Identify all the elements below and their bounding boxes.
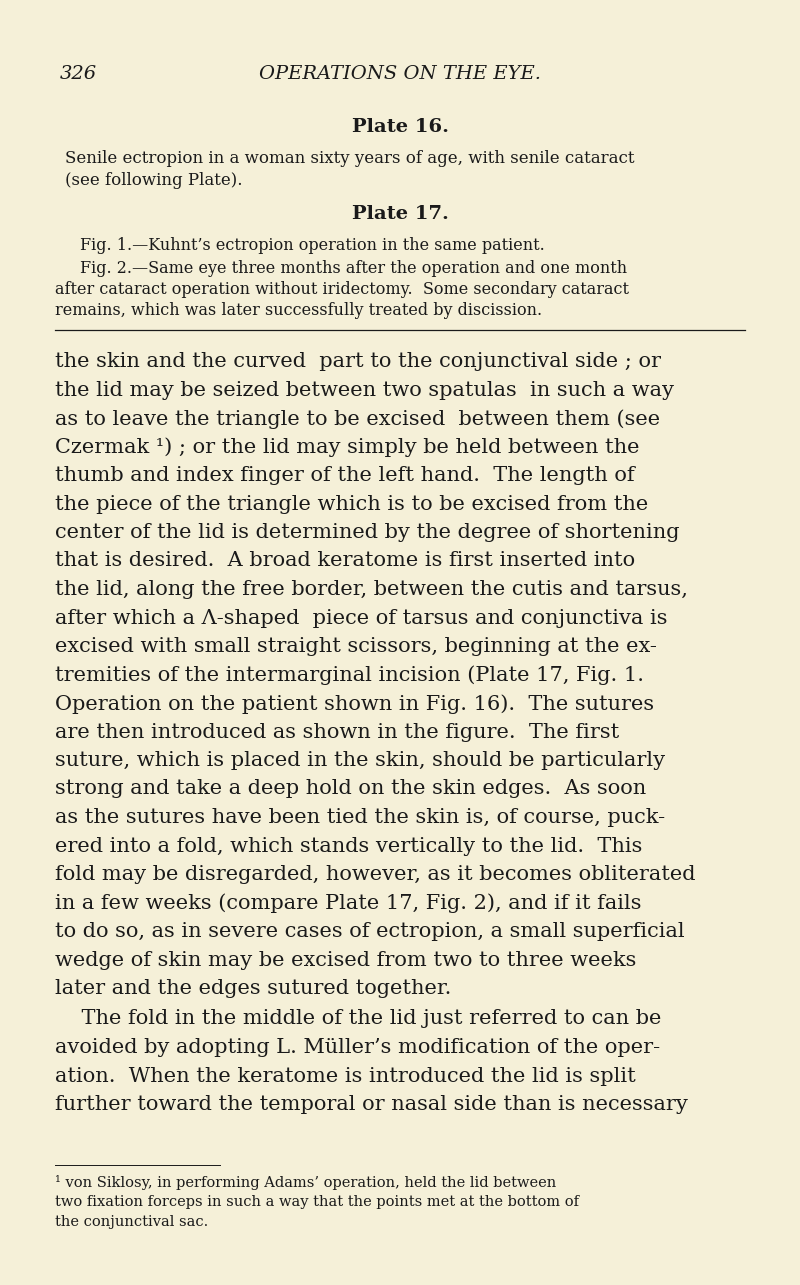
Text: suture, which is placed in the skin, should be particularly: suture, which is placed in the skin, sho… <box>55 750 665 770</box>
Text: the lid may be seized between two spatulas  in such a way: the lid may be seized between two spatul… <box>55 380 674 400</box>
Text: avoided by adopting L. Müller’s modification of the oper-: avoided by adopting L. Müller’s modifica… <box>55 1038 660 1058</box>
Text: ered into a fold, which stands vertically to the lid.  This: ered into a fold, which stands verticall… <box>55 837 642 856</box>
Text: excised with small straight scissors, beginning at the ex-: excised with small straight scissors, be… <box>55 637 657 657</box>
Text: the lid, along the free border, between the cutis and tarsus,: the lid, along the free border, between … <box>55 580 688 599</box>
Text: further toward the temporal or nasal side than is necessary: further toward the temporal or nasal sid… <box>55 1095 688 1114</box>
Text: later and the edges sutured together.: later and the edges sutured together. <box>55 979 451 998</box>
Text: Plate 17.: Plate 17. <box>351 206 449 224</box>
Text: the piece of the triangle which is to be excised from the: the piece of the triangle which is to be… <box>55 495 648 514</box>
Text: The fold in the middle of the lid just referred to can be: The fold in the middle of the lid just r… <box>55 1010 662 1028</box>
Text: Plate 16.: Plate 16. <box>351 118 449 136</box>
Text: in a few weeks (compare Plate 17, Fig. 2), and if it fails: in a few weeks (compare Plate 17, Fig. 2… <box>55 893 642 914</box>
Text: strong and take a deep hold on the skin edges.  As soon: strong and take a deep hold on the skin … <box>55 780 646 798</box>
Text: as to leave the triangle to be excised  between them (see: as to leave the triangle to be excised b… <box>55 409 660 429</box>
Text: fold may be disregarded, however, as it becomes obliterated: fold may be disregarded, however, as it … <box>55 865 695 884</box>
Text: Czermak ¹) ; or the lid may simply be held between the: Czermak ¹) ; or the lid may simply be he… <box>55 437 639 457</box>
Text: center of the lid is determined by the degree of shortening: center of the lid is determined by the d… <box>55 523 679 542</box>
Text: (see following Plate).: (see following Plate). <box>65 172 242 189</box>
Text: the conjunctival sac.: the conjunctival sac. <box>55 1216 208 1228</box>
Text: Operation on the patient shown in Fig. 16).  The sutures: Operation on the patient shown in Fig. 1… <box>55 694 654 713</box>
Text: ation.  When the keratome is introduced the lid is split: ation. When the keratome is introduced t… <box>55 1067 636 1086</box>
Text: Senile ectropion in a woman sixty years of age, with senile cataract: Senile ectropion in a woman sixty years … <box>65 150 634 167</box>
Text: after cataract operation without iridectomy.  Some secondary cataract: after cataract operation without iridect… <box>55 281 629 298</box>
Text: remains, which was later successfully treated by discission.: remains, which was later successfully tr… <box>55 302 542 319</box>
Text: are then introduced as shown in the figure.  The first: are then introduced as shown in the figu… <box>55 722 619 741</box>
Text: OPERATIONS ON THE EYE.: OPERATIONS ON THE EYE. <box>259 66 541 84</box>
Text: to do so, as in severe cases of ectropion, a small superficial: to do so, as in severe cases of ectropio… <box>55 923 685 941</box>
Text: tremities of the intermarginal incision (Plate 17, Fig. 1.: tremities of the intermarginal incision … <box>55 666 644 685</box>
Text: as the sutures have been tied the skin is, of course, puck-: as the sutures have been tied the skin i… <box>55 808 665 828</box>
Text: ¹ von Siklosy, in performing Adams’ operation, held the lid between: ¹ von Siklosy, in performing Adams’ oper… <box>55 1174 556 1190</box>
Text: thumb and index finger of the left hand.  The length of: thumb and index finger of the left hand.… <box>55 466 634 484</box>
Text: two fixation forceps in such a way that the points met at the bottom of: two fixation forceps in such a way that … <box>55 1195 579 1209</box>
Text: after which a Λ-shaped  piece of tarsus and conjunctiva is: after which a Λ-shaped piece of tarsus a… <box>55 609 667 627</box>
Text: the skin and the curved  part to the conjunctival side ; or: the skin and the curved part to the conj… <box>55 352 661 371</box>
Text: 326: 326 <box>60 66 97 84</box>
Text: that is desired.  A broad keratome is first inserted into: that is desired. A broad keratome is fir… <box>55 551 635 571</box>
Text: wedge of skin may be excised from two to three weeks: wedge of skin may be excised from two to… <box>55 951 636 969</box>
Text: Fig. 2.—Same eye three months after the operation and one month: Fig. 2.—Same eye three months after the … <box>80 260 627 278</box>
Text: Fig. 1.—Kuhnt’s ectropion operation in the same patient.: Fig. 1.—Kuhnt’s ectropion operation in t… <box>80 236 545 254</box>
